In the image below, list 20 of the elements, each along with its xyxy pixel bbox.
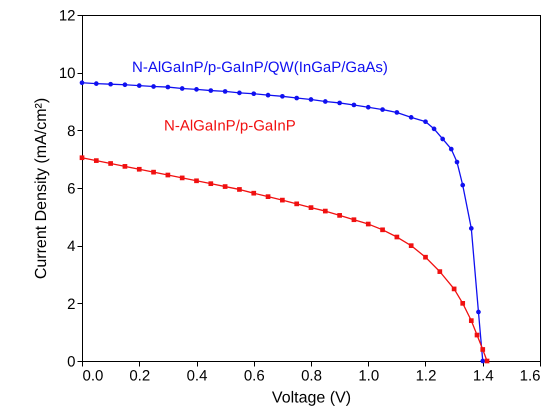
x-tick-label: 0.4 [186,368,208,384]
y-tick-label: 10 [58,65,76,82]
y-tick-label: 2 [67,296,76,313]
x-tick-label: 0.2 [129,368,150,384]
series-label: N-AlGaInP/p-GaInP/QW(InGaP/GaAs) [132,58,388,76]
y-tick-label: 4 [67,238,76,256]
y-tick-label: 6 [67,180,76,198]
x-tick-label: 0.0 [82,368,104,384]
x-tick-label: 1.2 [416,368,436,384]
text: N-AlGaInP/p-GaInP [164,118,296,135]
y-tick-label: 12 [58,8,76,24]
y-tick-label: 8 [67,122,76,140]
x-axis-title: Voltage (V) [272,390,352,406]
x-tick-label: 1.0 [358,368,380,384]
y-tick-label: 0 [67,354,76,370]
x-tick-label: 1.6 [520,368,540,384]
x-tick-label: 0.6 [244,368,265,384]
y-axis-title: Current Density (mA/cm²) [32,98,50,280]
x-tick-label: 0.8 [301,368,322,384]
x-tick-label: 1.4 [472,368,494,384]
